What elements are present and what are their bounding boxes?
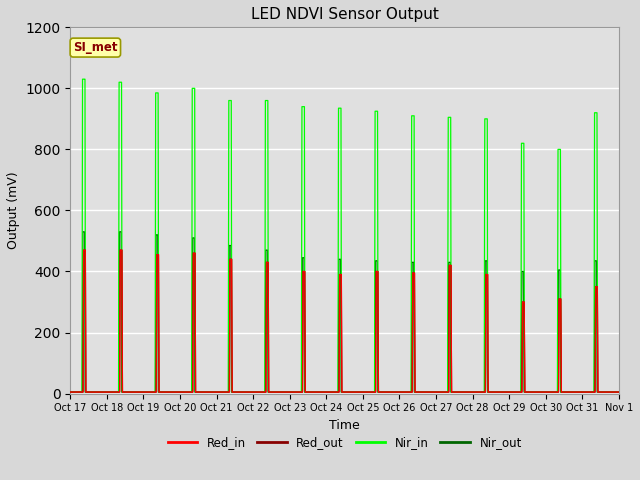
Title: LED NDVI Sensor Output: LED NDVI Sensor Output	[251, 7, 438, 22]
Y-axis label: Output (mV): Output (mV)	[7, 172, 20, 249]
Legend: Red_in, Red_out, Nir_in, Nir_out: Red_in, Red_out, Nir_in, Nir_out	[163, 431, 527, 454]
Text: SI_met: SI_met	[73, 41, 118, 54]
X-axis label: Time: Time	[329, 419, 360, 432]
